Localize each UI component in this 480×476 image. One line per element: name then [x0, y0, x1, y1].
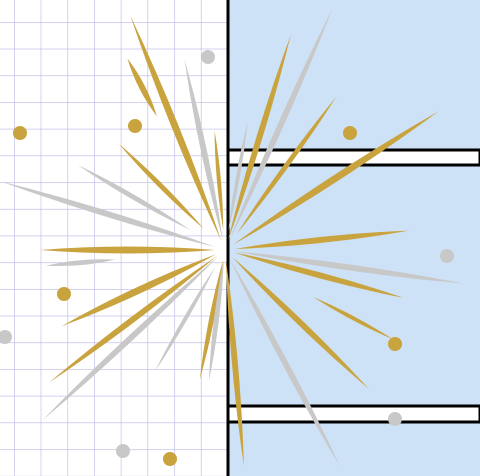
grid	[0, 0, 228, 476]
spike	[234, 230, 409, 249]
spike	[199, 259, 224, 380]
dot	[13, 126, 27, 140]
dot	[201, 50, 215, 64]
spike	[234, 251, 465, 284]
dot	[343, 126, 357, 140]
spike	[229, 258, 341, 467]
spike	[236, 96, 337, 234]
dot	[128, 119, 142, 133]
spike	[313, 296, 393, 340]
spike	[233, 111, 439, 245]
spike	[77, 165, 191, 230]
spike	[49, 256, 218, 383]
starburst	[0, 7, 465, 467]
spike	[45, 259, 116, 267]
spike	[227, 34, 291, 241]
dot	[163, 452, 177, 466]
spike	[214, 130, 224, 231]
spike	[0, 181, 216, 248]
spike	[232, 256, 369, 389]
dot	[440, 249, 454, 263]
white-strip	[226, 404, 480, 424]
spike	[228, 121, 248, 231]
spike	[234, 252, 404, 298]
spike	[127, 58, 157, 117]
spike	[130, 15, 222, 241]
dot	[0, 330, 12, 344]
dot	[116, 444, 130, 458]
spike	[184, 59, 223, 241]
spike	[118, 143, 204, 229]
spike	[208, 259, 224, 382]
spike	[61, 254, 216, 327]
spike	[155, 267, 215, 372]
spike	[229, 7, 333, 241]
spike	[40, 246, 215, 254]
dot	[388, 337, 402, 351]
dots	[0, 50, 454, 466]
spike	[225, 259, 244, 467]
dot	[57, 287, 71, 301]
spike	[42, 256, 218, 421]
dot	[388, 412, 402, 426]
